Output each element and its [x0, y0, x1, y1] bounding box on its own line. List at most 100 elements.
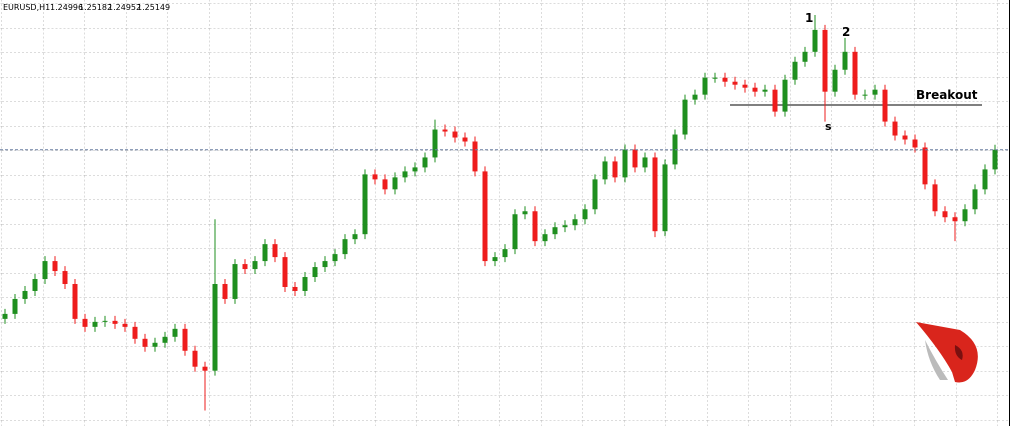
candle-body [882, 89, 888, 122]
header: EURUSD,H1 1.24996 1.25182 1.24952 1.2514… [3, 3, 170, 12]
candle-body [602, 161, 608, 180]
candle-body [572, 219, 578, 226]
candle-body [582, 209, 588, 220]
candle-body [902, 135, 908, 140]
candle-body [412, 167, 418, 172]
candle-body [762, 89, 768, 92]
candle-body [102, 320, 108, 322]
quote-close: 1.25149 [137, 3, 170, 12]
candle-body [932, 184, 938, 212]
candle-body [382, 179, 388, 190]
candle-body [32, 279, 38, 291]
candle-body [132, 326, 138, 339]
candle-body [972, 189, 978, 210]
candle-body [162, 336, 168, 343]
candle-body [502, 249, 508, 258]
candle-body [242, 264, 248, 270]
candle-body [732, 81, 738, 85]
candle-body [592, 179, 598, 210]
candle-body [622, 149, 628, 178]
candle-body [2, 313, 8, 319]
candle-body [232, 264, 238, 299]
candle-body [302, 277, 308, 291]
candle-body [202, 366, 208, 371]
candle-body [702, 77, 708, 95]
candle-body [82, 318, 88, 327]
candle-body [152, 342, 158, 347]
candle-body [142, 338, 148, 347]
candle-body [112, 320, 118, 324]
candle-body [222, 284, 228, 299]
candle-body [62, 271, 68, 284]
annotation: 1 [805, 11, 813, 25]
candle-body [472, 141, 478, 172]
candle-body [872, 89, 878, 95]
candle-body [492, 257, 498, 262]
candle-body [772, 89, 778, 112]
candle-body [192, 350, 198, 367]
candle-body [352, 234, 358, 240]
candle-body [72, 284, 78, 319]
candle-body [662, 164, 668, 232]
candle-body [392, 177, 398, 190]
candle-body [282, 257, 288, 287]
candle-body [422, 157, 428, 168]
quote-low: 1.24952 [108, 3, 141, 12]
candle-body [432, 129, 438, 158]
candle-body [172, 328, 178, 337]
candle-body [682, 99, 688, 135]
candle-body [212, 284, 218, 371]
candle-body [562, 225, 568, 228]
candle-body [652, 157, 658, 232]
candle-body [782, 79, 788, 112]
candle-body [862, 94, 868, 96]
candle-body [512, 214, 518, 250]
logo [916, 322, 978, 383]
candle-body [122, 323, 128, 327]
candle-body [712, 77, 718, 79]
candle-body [342, 239, 348, 255]
candle-body [262, 244, 268, 262]
candle-body [822, 29, 828, 92]
annotation: Breakout [916, 88, 978, 102]
candle-body [752, 87, 758, 92]
candle-body [52, 261, 58, 272]
candle-body [832, 69, 838, 92]
candle-body [742, 84, 748, 88]
candles [2, 14, 998, 411]
candle-body [992, 149, 998, 170]
candle-body [552, 227, 558, 235]
candle-body [942, 211, 948, 218]
candle-body [272, 244, 278, 258]
candle-body [542, 234, 548, 242]
candle-body [642, 157, 648, 168]
candle-body [372, 174, 378, 180]
candle-body [252, 261, 258, 270]
candle-body [12, 298, 18, 314]
candle-body [912, 139, 918, 148]
annotation: 2 [842, 25, 850, 39]
candle-body [42, 261, 48, 280]
candle-body [332, 254, 338, 262]
candle-body [522, 211, 528, 215]
annotation: s [825, 120, 832, 133]
candle-body [962, 209, 968, 222]
candle-body [612, 161, 618, 178]
candle-body [292, 286, 298, 291]
quote-high: 1.25182 [79, 3, 112, 12]
candle-body [692, 94, 698, 100]
candle-body [362, 174, 368, 235]
symbol: EURUSD,H1 [3, 3, 50, 12]
candle-body [462, 137, 468, 142]
quote-open: 1.24996 [50, 3, 83, 12]
candle-body [922, 147, 928, 185]
candle-body [842, 51, 848, 70]
candle-body [482, 171, 488, 262]
candle-body [982, 169, 988, 190]
candle-body [182, 328, 188, 351]
candle-body [952, 217, 958, 222]
candle-body [452, 131, 458, 138]
